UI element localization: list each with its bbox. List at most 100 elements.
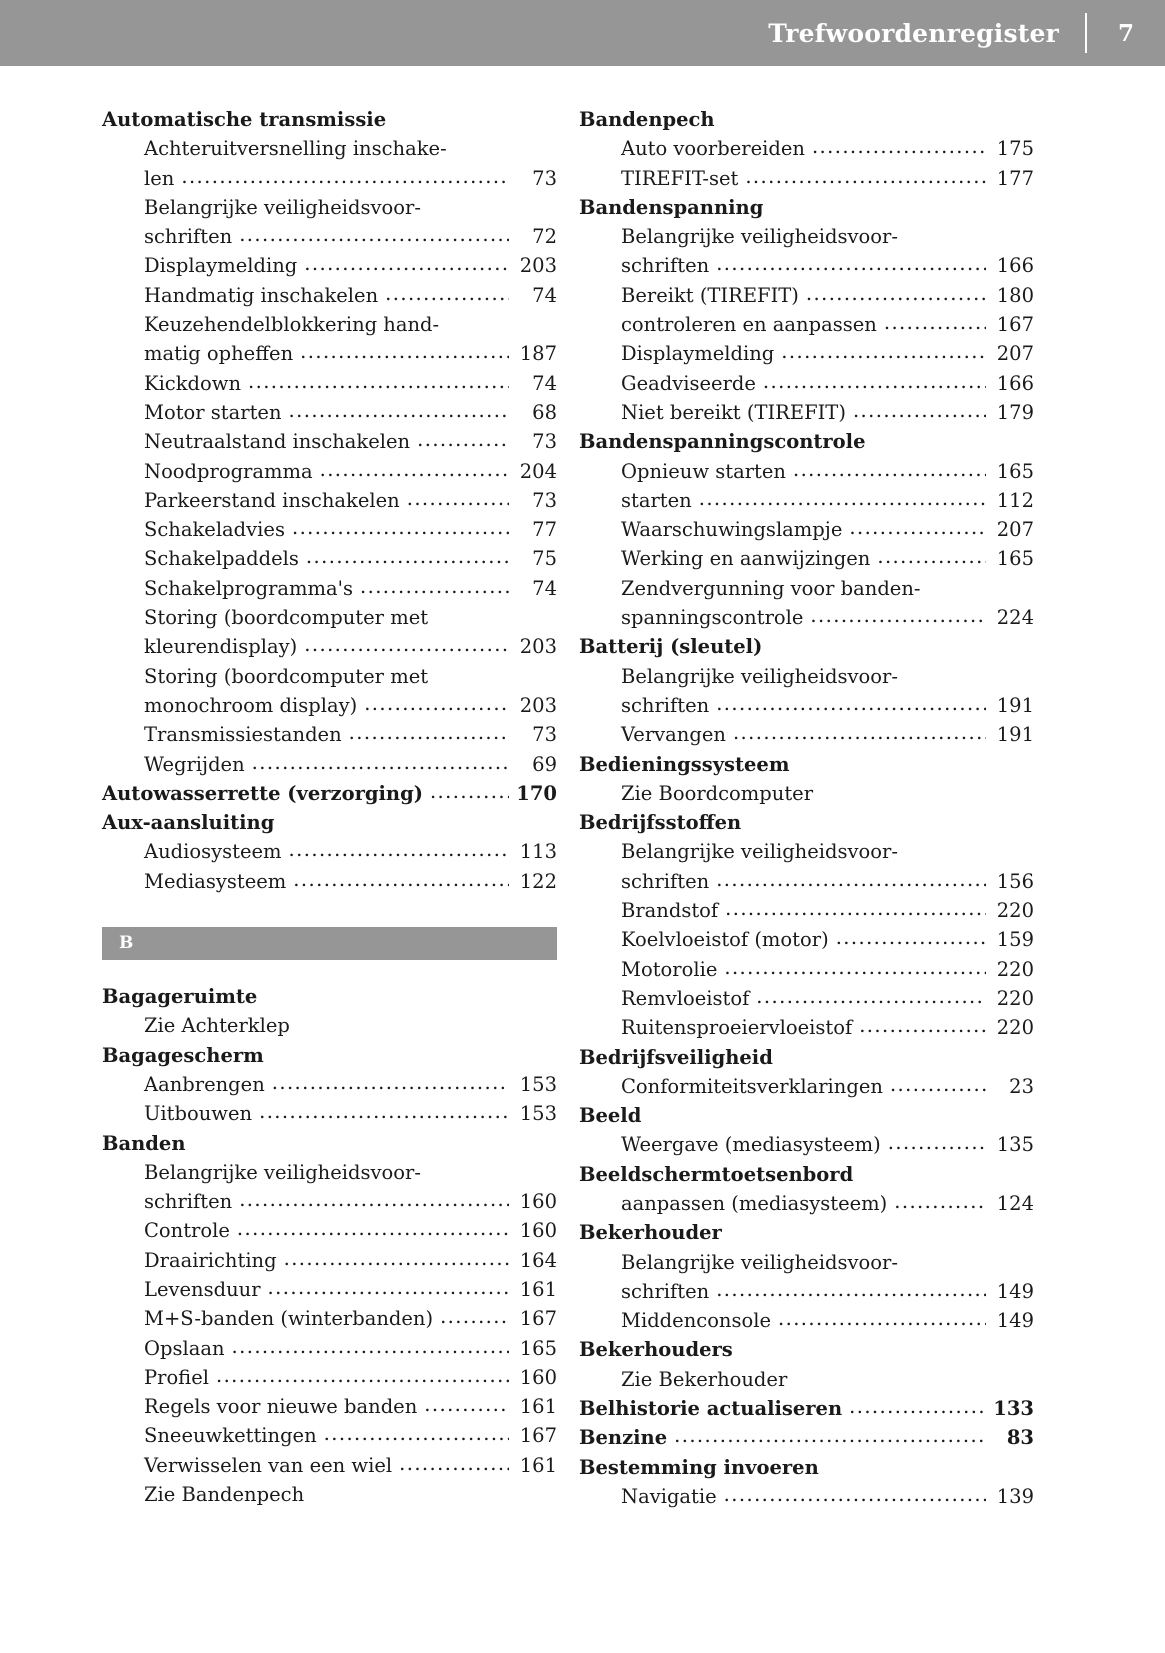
- index-heading-entry[interactable]: Batterij (sleutel)......................…: [579, 632, 1034, 661]
- index-heading-entry[interactable]: Beeldschermtoetsenbord..................…: [579, 1160, 1034, 1189]
- index-sub-entry[interactable]: Ruitensproeiervloeistof.................…: [579, 1013, 1034, 1042]
- entry-label: Waarschuwingslampje: [621, 518, 843, 542]
- index-sub-entry[interactable]: Achteruitversnelling inschake-..........…: [102, 134, 557, 163]
- index-heading-entry[interactable]: Bekerhouder.............................…: [579, 1218, 1034, 1247]
- index-sub-entry[interactable]: Waarschuwingslampje.....................…: [579, 515, 1034, 544]
- index-heading-entry[interactable]: Benzine.................................…: [579, 1423, 1034, 1452]
- index-heading-entry[interactable]: Bedrijfsstoffen.........................…: [579, 808, 1034, 837]
- entry-label: matig opheffen: [144, 342, 294, 366]
- index-sub-entry[interactable]: Levensduur..............................…: [102, 1275, 557, 1304]
- index-heading-entry[interactable]: Bandenspanningscontrole.................…: [579, 427, 1034, 456]
- index-heading-entry[interactable]: Bagageruimte............................…: [102, 982, 557, 1011]
- index-sub-entry[interactable]: Zie Bandenpech..........................…: [102, 1480, 557, 1509]
- index-sub-entry[interactable]: Belangrijke veiligheidsvoor-............…: [579, 662, 1034, 691]
- index-sub-entry[interactable]: schriften...............................…: [579, 251, 1034, 280]
- index-sub-entry[interactable]: Handmatig inschakelen...................…: [102, 281, 557, 310]
- index-sub-entry[interactable]: Schakeladvies...........................…: [102, 515, 557, 544]
- index-sub-entry[interactable]: Koelvloeistof (motor)...................…: [579, 925, 1034, 954]
- index-sub-entry[interactable]: Vervangen...............................…: [579, 720, 1034, 749]
- index-sub-entry[interactable]: Neutraalstand inschakelen...............…: [102, 427, 557, 456]
- index-heading-entry[interactable]: Bestemming invoeren.....................…: [579, 1453, 1034, 1482]
- index-sub-entry[interactable]: Conformiteitsverklaringen...............…: [579, 1072, 1034, 1101]
- index-sub-entry[interactable]: Profiel.................................…: [102, 1363, 557, 1392]
- index-heading-entry[interactable]: Autowasserrette (verzorging)............…: [102, 779, 557, 808]
- index-sub-entry[interactable]: Sneeuwkettingen.........................…: [102, 1421, 557, 1450]
- index-sub-entry[interactable]: Belangrijke veiligheidsvoor-............…: [579, 1248, 1034, 1277]
- index-sub-entry[interactable]: Draairichting...........................…: [102, 1246, 557, 1275]
- index-sub-entry[interactable]: Middenconsole...........................…: [579, 1306, 1034, 1335]
- index-heading-entry[interactable]: Belhistorie actualiseren................…: [579, 1394, 1034, 1423]
- index-sub-entry[interactable]: Mediasysteem............................…: [102, 867, 557, 896]
- index-sub-entry[interactable]: Controle................................…: [102, 1216, 557, 1245]
- index-sub-entry[interactable]: Schakelpaddels..........................…: [102, 544, 557, 573]
- index-sub-entry[interactable]: Zendvergunning voor banden-.............…: [579, 574, 1034, 603]
- index-sub-entry[interactable]: Kickdown................................…: [102, 369, 557, 398]
- index-heading-entry[interactable]: Beeld...................................…: [579, 1101, 1034, 1130]
- index-sub-entry[interactable]: Uitbouwen...............................…: [102, 1099, 557, 1128]
- index-sub-entry[interactable]: Geadviseerde............................…: [579, 369, 1034, 398]
- index-sub-entry[interactable]: Schakelprogramma's......................…: [102, 574, 557, 603]
- index-sub-entry[interactable]: schriften...............................…: [579, 691, 1034, 720]
- index-sub-entry[interactable]: Zie Achterklep..........................…: [102, 1011, 557, 1040]
- index-sub-entry[interactable]: schriften...............................…: [579, 1277, 1034, 1306]
- index-sub-entry[interactable]: Keuzehendelblokkering hand-.............…: [102, 310, 557, 339]
- entry-page-number: 68: [532, 400, 557, 424]
- index-sub-entry[interactable]: Belangrijke veiligheidsvoor-............…: [102, 1158, 557, 1187]
- dot-leader: ........................................…: [259, 1100, 509, 1124]
- index-sub-entry[interactable]: Niet bereikt (TIREFIT)..................…: [579, 398, 1034, 427]
- index-sub-entry[interactable]: matig opheffen..........................…: [102, 339, 557, 368]
- index-sub-entry[interactable]: M+S-banden (winterbanden)...............…: [102, 1304, 557, 1333]
- index-sub-entry[interactable]: Navigatie...............................…: [579, 1482, 1034, 1511]
- entry-label: Wegrijden: [144, 752, 245, 776]
- index-sub-entry[interactable]: schriften...............................…: [102, 222, 557, 251]
- index-sub-entry[interactable]: Weergave (mediasysteem).................…: [579, 1130, 1034, 1159]
- index-sub-entry[interactable]: Verwisselen van een wiel................…: [102, 1451, 557, 1480]
- index-sub-entry[interactable]: Werking en aanwijzingen.................…: [579, 544, 1034, 573]
- index-sub-entry[interactable]: Zie Boordcomputer.......................…: [579, 779, 1034, 808]
- index-sub-entry[interactable]: Bereikt (TIREFIT).......................…: [579, 281, 1034, 310]
- index-sub-entry[interactable]: Opslaan.................................…: [102, 1334, 557, 1363]
- index-sub-entry[interactable]: Motor starten...........................…: [102, 398, 557, 427]
- index-sub-entry[interactable]: Aanbrengen..............................…: [102, 1070, 557, 1099]
- index-sub-entry[interactable]: Wegrijden...............................…: [102, 750, 557, 779]
- index-sub-entry[interactable]: TIREFIT-set.............................…: [579, 164, 1034, 193]
- index-heading-entry[interactable]: Bandenpech..............................…: [579, 105, 1034, 134]
- index-sub-entry[interactable]: Belangrijke veiligheidsvoor-............…: [579, 222, 1034, 251]
- index-sub-entry[interactable]: Motorolie...............................…: [579, 955, 1034, 984]
- index-sub-entry[interactable]: aanpassen (mediasysteem)................…: [579, 1189, 1034, 1218]
- index-sub-entry[interactable]: Transmissiestanden......................…: [102, 720, 557, 749]
- index-sub-entry[interactable]: Parkeerstand inschakelen................…: [102, 486, 557, 515]
- index-sub-entry[interactable]: Opnieuw starten.........................…: [579, 457, 1034, 486]
- index-sub-entry[interactable]: schriften...............................…: [579, 867, 1034, 896]
- index-heading-entry[interactable]: Automatische transmissie................…: [102, 105, 557, 134]
- index-heading-entry[interactable]: Bagagescherm............................…: [102, 1041, 557, 1070]
- entry-label: Beeldschermtoetsenbord: [579, 1162, 854, 1186]
- index-sub-entry[interactable]: Noodprogramma...........................…: [102, 457, 557, 486]
- index-heading-entry[interactable]: Bekerhouders............................…: [579, 1335, 1034, 1364]
- index-sub-entry[interactable]: Displaymelding..........................…: [102, 251, 557, 280]
- index-heading-entry[interactable]: Bedieningssysteem.......................…: [579, 750, 1034, 779]
- index-sub-entry[interactable]: Brandstof...............................…: [579, 896, 1034, 925]
- index-sub-entry[interactable]: Belangrijke veiligheidsvoor-............…: [102, 193, 557, 222]
- dot-leader: ........................................…: [323, 1422, 509, 1446]
- index-sub-entry[interactable]: kleurendisplay).........................…: [102, 632, 557, 661]
- index-sub-entry[interactable]: Remvloeistof............................…: [579, 984, 1034, 1013]
- index-heading-entry[interactable]: Aux-aansluiting.........................…: [102, 808, 557, 837]
- index-sub-entry[interactable]: monochroom display).....................…: [102, 691, 557, 720]
- index-heading-entry[interactable]: Bandenspanning..........................…: [579, 193, 1034, 222]
- index-sub-entry[interactable]: Storing (boordcomputer met..............…: [102, 662, 557, 691]
- index-heading-entry[interactable]: Bedrijfsveiligheid......................…: [579, 1043, 1034, 1072]
- index-sub-entry[interactable]: Displaymelding..........................…: [579, 339, 1034, 368]
- index-sub-entry[interactable]: Regels voor nieuwe banden...............…: [102, 1392, 557, 1421]
- index-sub-entry[interactable]: Zie Bekerhouder.........................…: [579, 1365, 1034, 1394]
- index-sub-entry[interactable]: len.....................................…: [102, 164, 557, 193]
- index-sub-entry[interactable]: Auto voorbereiden.......................…: [579, 134, 1034, 163]
- index-sub-entry[interactable]: Storing (boordcomputer met..............…: [102, 603, 557, 632]
- index-sub-entry[interactable]: Audiosysteem............................…: [102, 837, 557, 866]
- index-sub-entry[interactable]: schriften...............................…: [102, 1187, 557, 1216]
- index-sub-entry[interactable]: starten.................................…: [579, 486, 1034, 515]
- index-sub-entry[interactable]: spanningscontrole.......................…: [579, 603, 1034, 632]
- index-sub-entry[interactable]: Belangrijke veiligheidsvoor-............…: [579, 837, 1034, 866]
- index-sub-entry[interactable]: controleren en aanpassen................…: [579, 310, 1034, 339]
- index-heading-entry[interactable]: Banden..................................…: [102, 1129, 557, 1158]
